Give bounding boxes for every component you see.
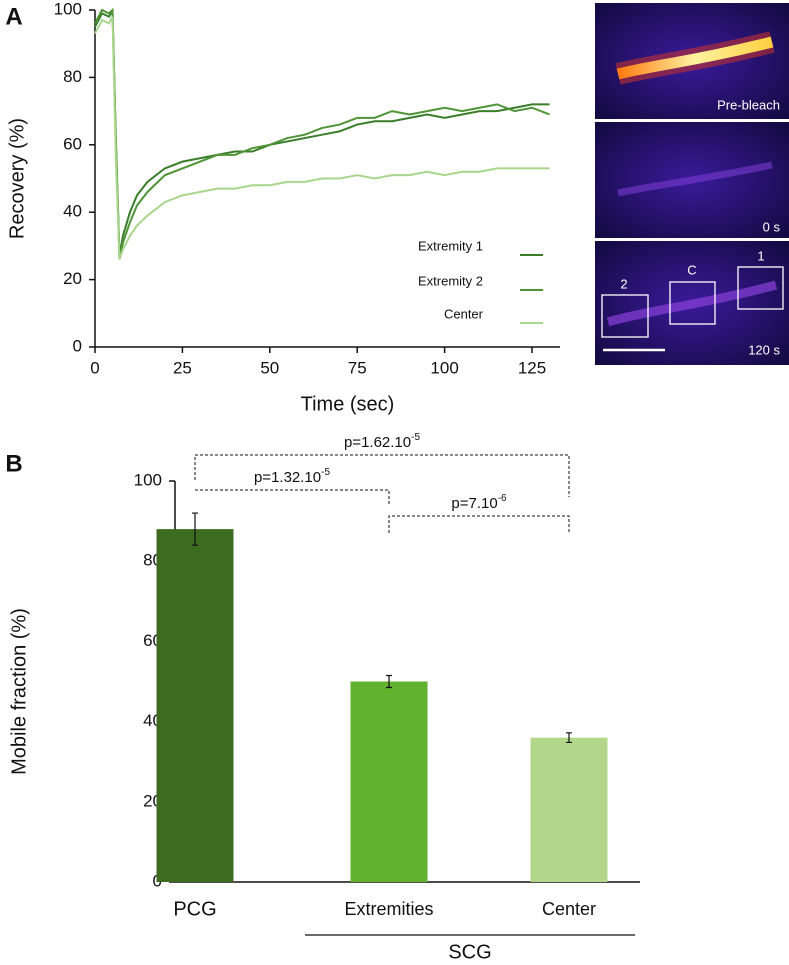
region-box	[737, 266, 784, 310]
y-tick-label: 60	[63, 134, 82, 153]
error-bar	[192, 512, 198, 546]
legend-label: Center	[444, 306, 484, 321]
p-value: p=7.10-6	[451, 493, 507, 512]
y-axis-label: Mobile fraction (%)	[8, 608, 30, 775]
x-tick-label: 75	[348, 358, 367, 377]
y-tick-label: 80	[63, 67, 82, 86]
p-value-base: p=7.10	[451, 495, 497, 512]
error-bar	[386, 674, 392, 689]
y-tick-label: 40	[63, 202, 82, 221]
significance-bracket	[388, 515, 570, 533]
filament	[606, 280, 778, 327]
x-tick-label: Extremities	[344, 899, 433, 919]
filament	[616, 36, 774, 80]
filament	[617, 161, 773, 197]
x-tick-label: 125	[518, 358, 546, 377]
x-tick-label: 100	[430, 358, 458, 377]
region-label: 2	[620, 276, 627, 291]
y-tick-label: 20	[63, 269, 82, 288]
x-tick-label: 0	[90, 358, 99, 377]
y-tick-label: 0	[73, 336, 82, 355]
p-value-base: p=1.32.10	[254, 469, 321, 486]
error-bar	[566, 732, 572, 744]
x-tick-label: Center	[542, 899, 596, 919]
x-tick-label: 25	[173, 358, 192, 377]
significance-bracket	[194, 454, 570, 497]
region-box	[601, 294, 649, 338]
region-label: C	[687, 262, 696, 277]
group-label: SCG	[448, 941, 491, 963]
bar	[530, 737, 608, 882]
series-line	[94, 16, 550, 260]
y-axis-label: Recovery (%)	[6, 118, 28, 239]
region-box	[669, 281, 716, 325]
panel-label: A	[5, 3, 22, 30]
image-label: 120 s	[748, 342, 780, 357]
legend-label: Extremity 1	[418, 238, 483, 253]
bar	[350, 681, 428, 882]
image-label: 0 s	[763, 219, 781, 234]
y-tick-label: 100	[134, 470, 162, 489]
x-tick-label: 50	[260, 358, 279, 377]
series-line	[94, 9, 550, 257]
y-tick-label: 100	[54, 0, 82, 18]
image-label: Pre-bleach	[717, 97, 780, 112]
region-label: 1	[757, 248, 764, 263]
significance-bracket	[195, 489, 390, 505]
p-value-exponent: -5	[411, 432, 420, 443]
x-axis-label: Time (sec)	[301, 393, 395, 415]
bar	[156, 529, 234, 882]
p-value-base: p=1.62.10	[344, 434, 411, 451]
p-value: p=1.32.10-5	[254, 467, 330, 486]
micrograph-panel: Pre-bleach 0 s 2 C 1 120 s	[595, 3, 789, 365]
p-value-exponent: -5	[321, 467, 330, 478]
legend-label: Extremity 2	[418, 273, 483, 288]
p-value-exponent: -6	[498, 493, 507, 504]
panel-label: B	[5, 450, 22, 477]
x-tick-label: PCG	[173, 898, 216, 920]
p-value: p=1.62.10-5	[344, 432, 420, 451]
